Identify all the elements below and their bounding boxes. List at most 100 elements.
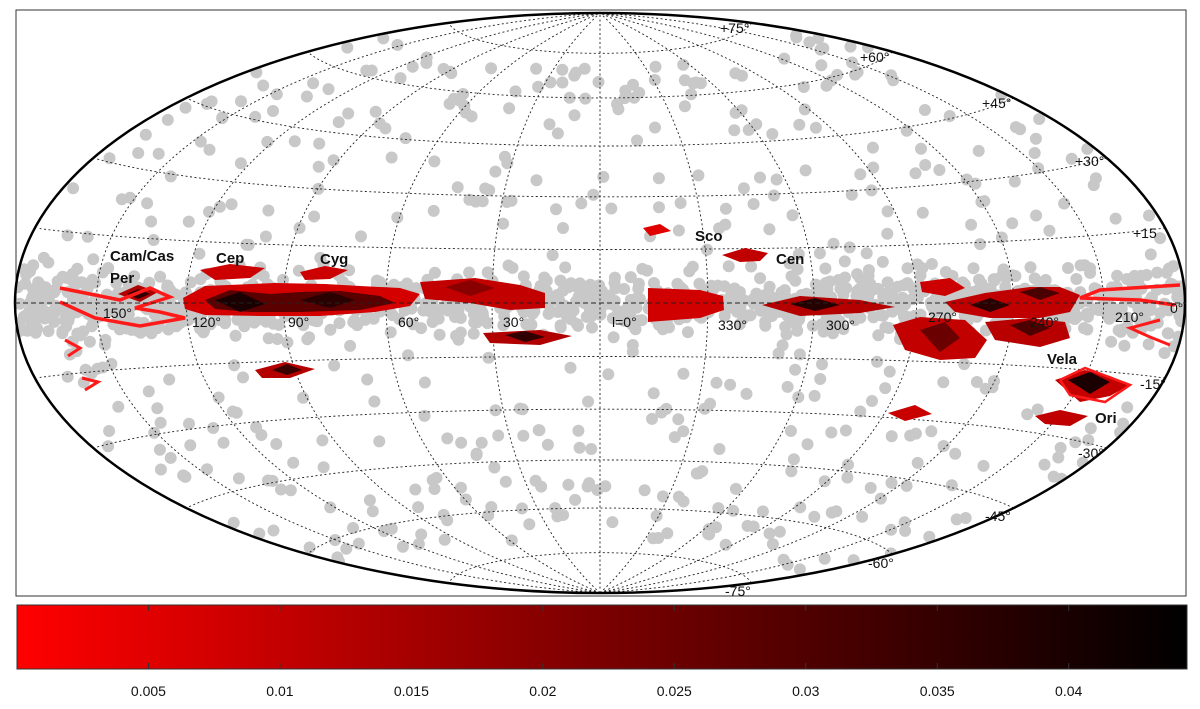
source-point (110, 277, 123, 290)
source-point (124, 191, 137, 204)
contour-outline-l150b (81, 376, 102, 392)
source-point (856, 510, 869, 523)
lat-label-0: 0° (1170, 300, 1183, 316)
source-point (227, 516, 240, 529)
source-point (970, 376, 983, 388)
source-point (712, 502, 725, 515)
parallel-line (39, 356, 1166, 379)
source-point (845, 188, 858, 201)
source-point (164, 170, 177, 183)
source-point (500, 196, 513, 208)
source-point (969, 177, 982, 190)
source-point (945, 479, 958, 492)
source-point (943, 110, 956, 122)
source-point (15, 281, 24, 294)
region-label-cen: Cen (776, 251, 804, 268)
lon-label-330: 330° (718, 317, 747, 333)
source-point (262, 474, 274, 487)
source-point (780, 328, 793, 341)
meridian-line (385, 13, 601, 593)
density-blob-l30-south-core (505, 331, 545, 342)
source-point (1069, 436, 1082, 449)
lat-label-m30: -30° (1078, 445, 1104, 461)
source-point (308, 210, 321, 223)
source-point (99, 298, 112, 311)
source-point (378, 525, 391, 538)
source-point (729, 106, 742, 119)
source-point (562, 478, 575, 491)
source-point (886, 289, 899, 302)
source-point (698, 402, 711, 415)
source-point (685, 88, 698, 101)
source-point (652, 318, 665, 331)
source-point (217, 436, 230, 449)
source-point (586, 321, 598, 334)
source-point (652, 532, 665, 544)
source-point (672, 413, 685, 426)
source-point (288, 135, 301, 148)
source-point (632, 277, 645, 290)
source-point (152, 147, 165, 160)
source-point (267, 317, 280, 330)
source-point (428, 266, 441, 279)
source-point (693, 277, 706, 290)
lat-label-m75: -75° (725, 583, 751, 599)
source-point (369, 105, 382, 118)
colorbar-tick-label: 0.015 (394, 683, 429, 699)
source-point (355, 230, 367, 243)
source-point (785, 465, 798, 478)
source-point (42, 291, 55, 304)
source-point (194, 322, 206, 335)
density-blob-l110-south-core (272, 364, 302, 375)
source-point (633, 292, 646, 305)
density-blob-sco (643, 224, 671, 236)
source-point (67, 182, 80, 195)
source-point (262, 204, 275, 217)
source-point (384, 326, 397, 339)
source-point (556, 76, 569, 89)
source-point (974, 238, 987, 251)
density-blob-ori (1035, 410, 1088, 426)
source-point (418, 376, 431, 389)
source-point (328, 359, 341, 372)
source-point (844, 40, 857, 53)
source-point (469, 195, 482, 208)
source-point (677, 495, 690, 508)
source-point (923, 530, 936, 543)
source-point (786, 209, 799, 222)
source-point (438, 533, 451, 546)
source-point (225, 198, 238, 211)
source-point (916, 206, 929, 219)
source-point (854, 311, 867, 324)
source-point (839, 271, 851, 284)
source-point (516, 502, 529, 515)
source-point (885, 476, 898, 489)
source-point (754, 272, 767, 285)
source-point (277, 273, 289, 286)
source-point (163, 373, 176, 386)
source-point (81, 230, 94, 243)
source-point (103, 152, 116, 165)
source-point (1033, 113, 1046, 125)
source-point (711, 279, 724, 292)
source-point (415, 528, 428, 541)
source-point (778, 52, 791, 65)
source-point (879, 321, 892, 334)
lat-label-p75: +75° (720, 20, 749, 36)
source-point (655, 406, 668, 419)
source-point (825, 426, 838, 439)
source-point (154, 463, 167, 476)
source-point (557, 222, 569, 234)
source-point (1024, 261, 1037, 274)
source-point (678, 100, 691, 113)
source-point (722, 260, 735, 273)
source-point (729, 67, 742, 80)
source-point (367, 312, 380, 325)
source-point (1151, 266, 1164, 279)
source-point (933, 164, 946, 176)
source-point (533, 424, 546, 437)
source-point (361, 373, 374, 386)
source-point (1111, 269, 1124, 282)
source-point (184, 439, 197, 452)
source-point (650, 509, 663, 522)
